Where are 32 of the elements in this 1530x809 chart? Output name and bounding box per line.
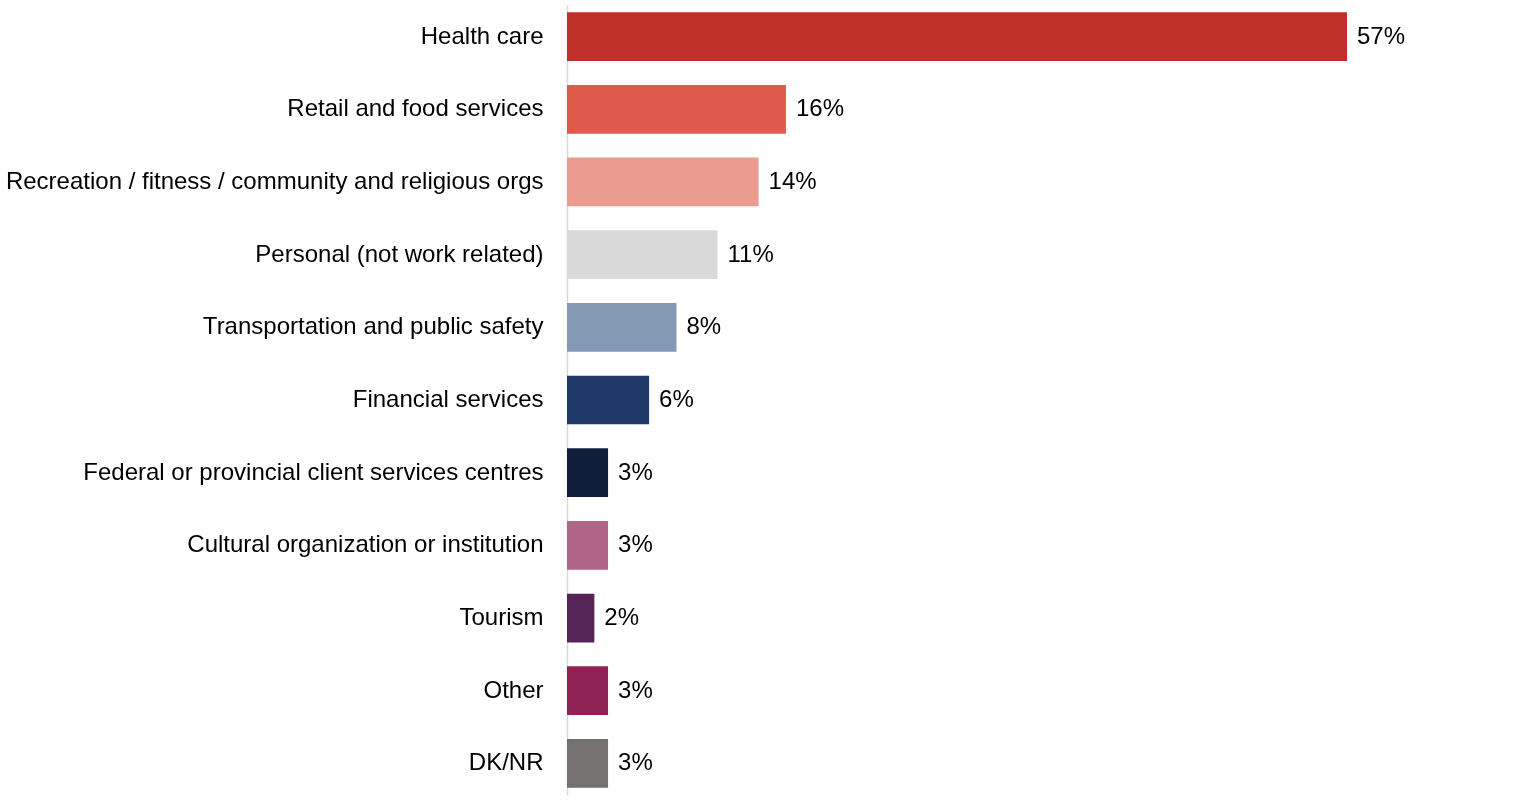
y-tick-label: Retail and food services (287, 94, 544, 122)
data-label: 2% (604, 603, 640, 631)
y-tick-label: Federal or provincial client services centres (83, 457, 544, 485)
y-tick-label: DK/NR (468, 748, 544, 776)
y-tick-label: Other (483, 675, 544, 703)
bar (567, 12, 1347, 61)
data-label: 8% (686, 312, 722, 340)
bar (567, 375, 650, 425)
y-tick-label: Personal (not work related) (255, 239, 544, 267)
y-tick-label: Transportation and public safety (202, 312, 544, 340)
y-tick-label: Health care (420, 21, 544, 49)
y-tick-label: Tourism (459, 603, 544, 631)
bar (567, 302, 677, 352)
y-tick-label: Recreation / fitness / community and religious orgs (5, 166, 544, 194)
data-label: 3% (618, 675, 653, 703)
data-label: 14% (768, 166, 817, 194)
data-label: 57% (1357, 21, 1406, 49)
bar (567, 666, 609, 716)
bar (567, 157, 759, 207)
bar (567, 593, 595, 643)
data-label: 16% (795, 94, 844, 122)
bar (567, 739, 609, 788)
y-tick-label: Financial services (352, 385, 544, 412)
data-label: 11% (727, 239, 774, 267)
data-label: 3% (618, 457, 653, 485)
data-label: 3% (618, 530, 653, 558)
bar (567, 84, 786, 134)
y-tick-label: Cultural organization or institution (187, 530, 544, 558)
bar (567, 521, 609, 570)
data-label: 3% (618, 748, 653, 776)
bar (567, 448, 609, 498)
data-label: 6% (659, 385, 694, 412)
